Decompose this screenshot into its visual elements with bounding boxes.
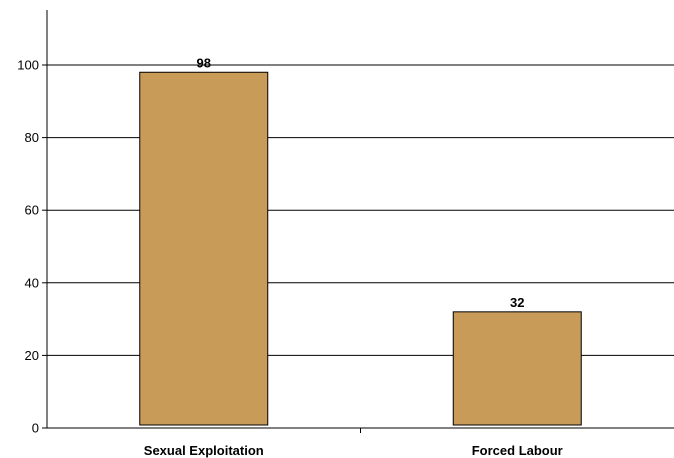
x-tick-label-0: Sexual Exploitation xyxy=(144,443,264,458)
data-label-1: 32 xyxy=(510,295,524,310)
y-tick-label-100: 100 xyxy=(17,58,39,73)
bar-sexual-exploitation xyxy=(139,71,269,426)
y-tick-label-20: 20 xyxy=(25,348,39,363)
y-tick-label-80: 80 xyxy=(25,130,39,145)
y-tick-label-60: 60 xyxy=(25,203,39,218)
y-tick-label-0: 0 xyxy=(32,421,39,436)
y-tick-label-40: 40 xyxy=(25,275,39,290)
data-label-0: 98 xyxy=(197,55,211,70)
bars xyxy=(139,71,582,426)
bar-forced-labour xyxy=(452,311,582,426)
x-axis-ticks: Sexual Exploitation Forced Labour xyxy=(144,428,563,458)
x-tick-label-1: Forced Labour xyxy=(472,443,563,458)
y-axis-ticks: 0 20 40 60 80 100 xyxy=(17,58,47,436)
data-labels: 98 32 xyxy=(197,55,525,310)
